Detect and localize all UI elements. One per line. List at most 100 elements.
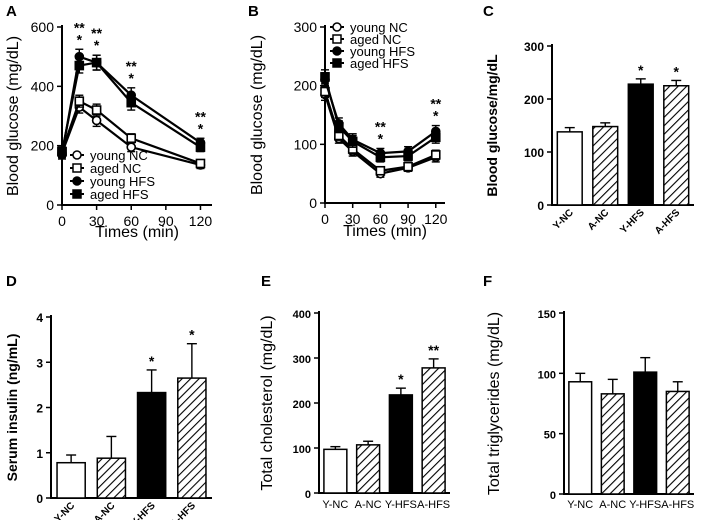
y-axis-label: Blood glucose/mg/dL [484, 54, 500, 197]
significance-mark: * [674, 63, 680, 79]
bar-y-hfs [136, 391, 167, 499]
significance-mark: * [129, 70, 135, 86]
bar-y-hfs [627, 83, 654, 206]
y-tick-label: 0 [46, 197, 54, 213]
x-tick-label: 0 [58, 213, 66, 229]
data-point [403, 151, 413, 161]
legend-label: aged HFS [90, 187, 149, 202]
y-tick-label: 300 [294, 19, 318, 35]
y-tick-label: 0 [309, 195, 317, 211]
significance-mark: * [433, 108, 439, 124]
legend-marker [72, 176, 82, 186]
y-tick-label: 0 [36, 492, 43, 506]
data-point [375, 152, 386, 163]
bar-a-nc [600, 393, 625, 495]
x-tick-label: 30 [89, 213, 105, 229]
data-point [430, 150, 441, 160]
data-point [57, 146, 67, 157]
y-tick-label: 0 [305, 489, 311, 501]
y-tick-label: 0 [537, 199, 544, 213]
y-tick-label: 600 [31, 19, 55, 35]
bar-a-nc [355, 444, 381, 494]
legend-marker [332, 34, 342, 44]
x-category-label: Y-HFS [618, 207, 647, 236]
legend-marker [72, 163, 82, 173]
x-category-label: Y-HFS [629, 499, 661, 511]
y-axis-label: Total cholesterol (mg/dL) [259, 315, 276, 490]
significance-mark: * [189, 327, 195, 343]
y-tick-label: 100 [524, 146, 544, 160]
x-category-label: A-NC [92, 500, 117, 520]
x-tick-label: 0 [321, 211, 329, 227]
data-point [375, 165, 386, 176]
x-category-label: Y-HFS [129, 500, 158, 520]
y-tick-label: 300 [293, 354, 311, 366]
legend-marker [332, 46, 342, 56]
x-category-label: Y-NC [322, 499, 348, 511]
panel-letter: A [6, 3, 17, 20]
x-category-label: A-HFS [661, 499, 694, 511]
bar-a-hfs [421, 367, 446, 494]
data-point [91, 57, 102, 68]
y-tick-label: 400 [31, 78, 55, 94]
x-category-label: A-HFS [417, 499, 450, 511]
x-tick-label: 60 [123, 213, 139, 229]
legend-label: aged NC [90, 161, 141, 176]
legend-marker [72, 189, 82, 199]
x-category-label: A-NC [586, 207, 611, 232]
y-tick-label: 300 [524, 40, 544, 54]
legend-marker [72, 150, 82, 160]
significance-mark: * [77, 31, 83, 47]
x-category-label: Y-HFS [385, 499, 417, 511]
bar-a-hfs [177, 377, 207, 499]
y-tick-label: 200 [524, 93, 544, 107]
data-point [320, 72, 330, 82]
panel-letter: C [483, 3, 494, 20]
x-category-label: Y-NC [53, 500, 78, 520]
y-axis-label: Blood glucose (mg/dL) [249, 35, 266, 195]
legend-label: young HFS [90, 174, 155, 189]
bar-a-hfs [663, 85, 690, 206]
legend-label: young NC [350, 20, 408, 35]
y-tick-label: 150 [538, 309, 556, 321]
y-tick-label: 100 [294, 136, 318, 152]
legend-label: young HFS [350, 44, 415, 59]
significance-mark: * [94, 37, 100, 53]
significance-mark: * [378, 130, 384, 146]
x-category-label: A-NC [355, 499, 382, 511]
data-point [126, 97, 137, 108]
bar-y-nc [56, 461, 86, 499]
legend-label: aged NC [350, 32, 401, 47]
x-category-label: A-HFS [653, 207, 683, 237]
data-point [347, 136, 358, 147]
x-category-label: Y-NC [567, 499, 593, 511]
x-category-label: A-HFS [169, 500, 199, 520]
significance-mark: ** [91, 25, 102, 41]
panel-letter: E [261, 273, 271, 290]
y-tick-label: 4 [36, 311, 43, 325]
data-point [195, 158, 206, 169]
x-tick-label: 120 [424, 211, 448, 227]
x-tick-label: 30 [345, 211, 361, 227]
panel-letter: B [248, 3, 259, 20]
data-point [91, 105, 102, 115]
x-category-label: Y-NC [551, 207, 576, 232]
x-tick-label: 90 [400, 211, 416, 227]
significance-mark: * [149, 353, 155, 369]
y-tick-label: 1 [36, 447, 43, 461]
data-point [430, 132, 441, 143]
data-point [74, 60, 85, 71]
bar-a-hfs [665, 390, 690, 495]
data-point [74, 96, 85, 106]
y-tick-label: 200 [31, 138, 55, 154]
x-tick-label: 120 [189, 213, 213, 229]
significance-mark: * [398, 371, 404, 387]
significance-mark: * [198, 120, 204, 136]
significance-mark: ** [126, 58, 137, 74]
significance-mark: ** [74, 19, 85, 35]
legend-label: young NC [90, 148, 148, 163]
data-point [195, 142, 206, 152]
bar-y-hfs [388, 394, 414, 494]
y-tick-label: 100 [538, 369, 556, 381]
